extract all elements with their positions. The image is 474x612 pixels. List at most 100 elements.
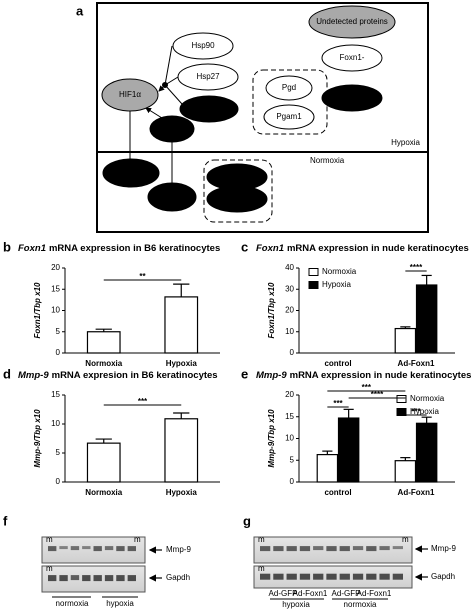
y-axis-label: Mmp-9/Tbp x10 [33,409,42,468]
title-gene: Mmp-9 [256,370,287,381]
bar [316,453,339,483]
bar [415,284,438,354]
y-tick-label: 0 [56,477,61,486]
title-gene: Foxn1 [18,243,46,254]
blot-band [313,573,324,580]
blot-band [352,546,364,551]
marker-label: m [258,564,265,573]
node-label: Foxn1 + [337,93,366,102]
x-tick-label: Hypoxia [166,488,198,497]
title-text: mRNA expression in B6 keratinocytes [49,243,220,254]
blot-band [70,575,80,581]
node [321,84,383,112]
title-text: mRNA expresion in B6 keratinocytes [52,370,218,381]
x-tick-label: control [324,488,351,497]
node-label: Pgam1 [276,112,302,121]
legend-label: Normoxia [322,267,357,276]
y-tick-label: 20 [285,390,294,399]
significance-label: *** [411,407,421,416]
significance-label: **** [371,390,384,399]
x-tick-label: control [324,359,351,368]
significance-label: *** [138,397,148,406]
panel-label: e [241,366,248,381]
blot-band [116,575,125,582]
blot-band [313,546,324,551]
blot-band [59,575,68,582]
legend-swatch [308,268,319,276]
bar [337,417,360,483]
panel-label: d [3,366,11,381]
node [172,32,234,60]
blot-band [339,546,350,552]
bar [164,418,199,483]
chart-title: Foxn1 mRNA expression in nude keratinocyt… [256,243,469,254]
blot-band [379,546,390,551]
blot-band [82,575,91,582]
y-axis-label: Foxn1/Tbp x10 [33,282,42,339]
blot-band [339,573,350,580]
y-tick-label: 10 [285,434,294,443]
significance-label: *** [362,383,372,392]
blot-band [299,573,311,580]
chart-title: Mmp-9 mRNA expresion in B6 keratinocytes [18,370,218,381]
blot-band [48,575,57,582]
node [206,185,268,213]
y-axis-label: Foxn1/Tbp x10 [267,282,276,339]
panel-label: c [241,239,248,254]
title-text: mRNA expression in nude keratinocytes [290,370,472,381]
y-tick-label: 10 [285,327,294,336]
edge-arrow [145,107,163,119]
hub [162,82,168,88]
marker-label: m [46,564,53,573]
y-tick-label: 0 [56,348,61,357]
legend-label: Normoxia [410,394,445,403]
blot-band [93,546,102,552]
x-tick-label: Normoxia [85,488,122,497]
y-tick-label: 5 [56,327,61,336]
blot-band [82,546,91,550]
edge [164,45,173,86]
y-tick-label: 10 [51,419,60,428]
y-tick-label: 30 [285,284,294,293]
significance-label: **** [410,263,423,272]
y-tick-label: 15 [51,284,60,293]
marker-label: m [258,535,265,544]
bar [164,296,199,354]
legend-label: Hypoxia [410,407,439,416]
panel-label: a [76,3,84,18]
blot-band [273,546,284,552]
group-label: hypoxia [282,600,310,609]
bar [415,422,438,483]
group-label: normoxia [56,599,89,608]
bar [394,460,417,483]
target-label: Mmp-9 [431,544,456,553]
marker-label: m [46,535,53,544]
lane-label: Ad-Foxn1 [293,589,328,598]
y-tick-label: 5 [56,448,61,457]
node-label: Hsp70 [197,104,221,113]
y-tick-label: 15 [51,390,60,399]
x-tick-label: Ad-Foxn1 [398,359,435,368]
panel-label: g [243,513,251,528]
node-label: Echs1 [226,194,249,203]
node [265,75,313,101]
blot-band [93,575,102,582]
legend-swatch [396,408,407,416]
y-tick-label: 40 [285,263,294,272]
node-label: Hsp90 [191,41,215,50]
group-label: hypoxia [106,599,134,608]
chart-title: Foxn1 mRNA expression in B6 keratinocytes [18,243,220,254]
node-label: Txn [165,124,178,133]
blot-band [379,573,390,580]
title-text: mRNA expression in nude keratinocytes [287,243,469,254]
title-gene: Mmp-9 [18,370,49,381]
blot-band [326,573,337,580]
blot-band [104,546,114,551]
legend-swatch [308,281,319,289]
blot-band [48,546,57,552]
node-label: Foxn1- [340,53,365,62]
legend-swatch [396,395,407,403]
chart-title: Mmp-9 mRNA expression in nude keratinocyt… [256,370,471,381]
title-gene: Foxn1 [256,243,284,254]
y-tick-label: 0 [290,348,295,357]
